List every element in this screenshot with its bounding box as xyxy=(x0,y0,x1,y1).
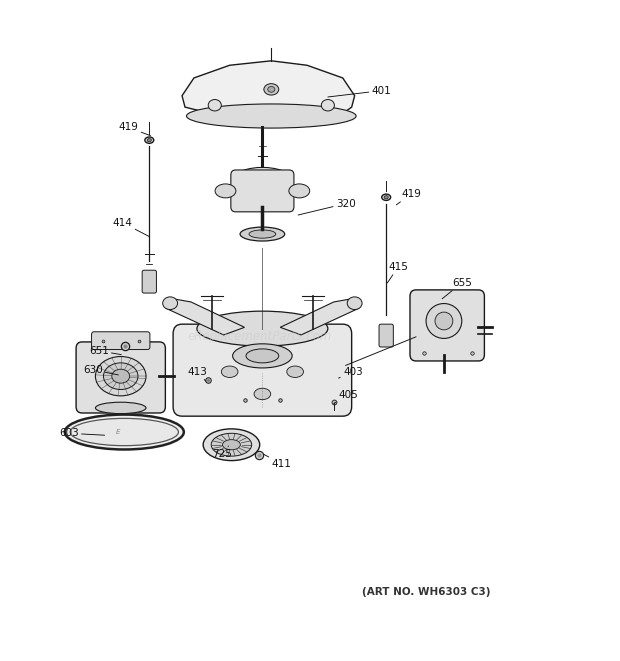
Text: 411: 411 xyxy=(264,454,291,469)
FancyBboxPatch shape xyxy=(173,324,352,416)
Text: 630: 630 xyxy=(83,365,118,375)
Text: 603: 603 xyxy=(59,428,105,438)
Text: 419: 419 xyxy=(396,189,421,205)
Ellipse shape xyxy=(347,297,362,309)
FancyBboxPatch shape xyxy=(142,270,156,293)
Text: 320: 320 xyxy=(298,198,356,215)
Ellipse shape xyxy=(147,139,151,141)
Ellipse shape xyxy=(203,429,260,461)
Ellipse shape xyxy=(382,194,391,200)
Ellipse shape xyxy=(104,363,138,389)
FancyBboxPatch shape xyxy=(76,342,166,413)
Polygon shape xyxy=(182,61,355,128)
Ellipse shape xyxy=(287,366,303,377)
Ellipse shape xyxy=(187,104,356,128)
FancyBboxPatch shape xyxy=(231,170,294,212)
Text: 403: 403 xyxy=(339,367,363,378)
FancyBboxPatch shape xyxy=(92,332,150,350)
Ellipse shape xyxy=(236,167,288,186)
Text: E: E xyxy=(116,429,120,435)
Ellipse shape xyxy=(268,87,275,93)
Text: 655: 655 xyxy=(442,278,472,299)
Text: 414: 414 xyxy=(113,217,149,237)
Ellipse shape xyxy=(289,184,310,198)
Text: 413: 413 xyxy=(187,367,207,381)
Ellipse shape xyxy=(197,311,328,346)
Ellipse shape xyxy=(215,184,236,198)
Ellipse shape xyxy=(208,100,221,111)
Text: eReplacementParts.com: eReplacementParts.com xyxy=(187,330,332,343)
Ellipse shape xyxy=(232,344,292,368)
Ellipse shape xyxy=(321,100,334,111)
Ellipse shape xyxy=(221,366,238,377)
Ellipse shape xyxy=(223,440,241,449)
Ellipse shape xyxy=(384,196,388,199)
Text: 401: 401 xyxy=(328,86,391,97)
Ellipse shape xyxy=(145,137,154,143)
Ellipse shape xyxy=(435,312,453,330)
Text: 651: 651 xyxy=(89,346,122,356)
Text: 419: 419 xyxy=(118,122,151,136)
Ellipse shape xyxy=(264,84,279,95)
Polygon shape xyxy=(280,299,359,335)
Ellipse shape xyxy=(112,369,130,383)
Polygon shape xyxy=(166,299,244,335)
Ellipse shape xyxy=(162,297,177,309)
Text: (ART NO. WH6303 C3): (ART NO. WH6303 C3) xyxy=(362,587,490,597)
Ellipse shape xyxy=(426,303,462,338)
FancyBboxPatch shape xyxy=(410,290,484,361)
Ellipse shape xyxy=(95,356,146,396)
FancyBboxPatch shape xyxy=(379,324,393,347)
Ellipse shape xyxy=(70,418,179,446)
Ellipse shape xyxy=(240,227,285,241)
Ellipse shape xyxy=(95,402,146,414)
Text: 405: 405 xyxy=(334,390,358,403)
Ellipse shape xyxy=(254,388,271,400)
Ellipse shape xyxy=(211,434,252,456)
Ellipse shape xyxy=(246,349,279,363)
Text: 415: 415 xyxy=(388,262,408,283)
Text: 725: 725 xyxy=(212,446,232,459)
Ellipse shape xyxy=(64,414,184,449)
Ellipse shape xyxy=(249,230,276,238)
